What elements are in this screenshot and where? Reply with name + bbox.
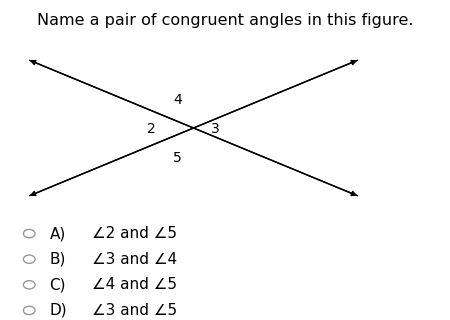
Text: ∠3 and ∠5: ∠3 and ∠5 — [92, 303, 177, 318]
Text: 2: 2 — [147, 122, 155, 136]
Text: 4: 4 — [173, 93, 182, 107]
Text: ∠3 and ∠4: ∠3 and ∠4 — [92, 252, 177, 267]
Text: B): B) — [50, 252, 66, 267]
Text: 5: 5 — [173, 151, 182, 165]
Text: D): D) — [50, 303, 67, 318]
Text: Name a pair of congruent angles in this figure.: Name a pair of congruent angles in this … — [37, 13, 413, 28]
Text: A): A) — [50, 226, 66, 241]
Text: C): C) — [50, 277, 66, 292]
Text: ∠2 and ∠5: ∠2 and ∠5 — [92, 226, 177, 241]
Text: 3: 3 — [211, 122, 219, 136]
Text: ∠4 and ∠5: ∠4 and ∠5 — [92, 277, 177, 292]
